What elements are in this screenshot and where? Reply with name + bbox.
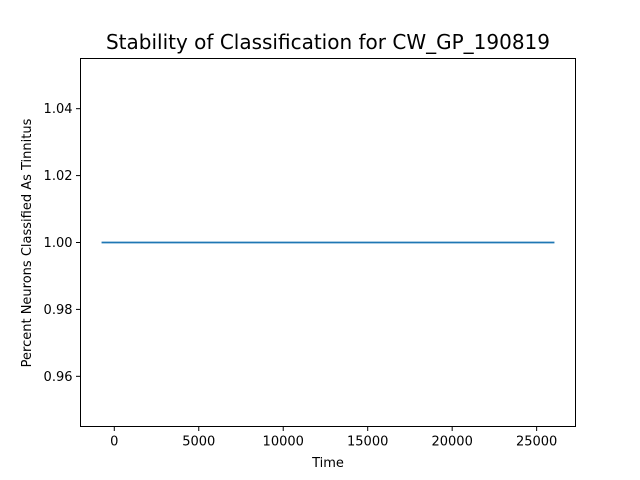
y-tick-label: 0.96 [44, 370, 73, 385]
x-tick-label: 25000 [516, 435, 557, 450]
y-axis-ticks: 0.96 0.98 1.00 1.02 1.04 [44, 102, 81, 385]
y-tick-label: 1.02 [44, 169, 73, 184]
x-tick-label: 5000 [182, 435, 215, 450]
x-axis-label: Time [311, 456, 344, 471]
y-tick-label: 1.00 [44, 236, 73, 251]
y-tick-label: 1.04 [44, 102, 73, 117]
y-tick-label: 0.98 [44, 303, 73, 318]
x-tick-label: 0 [110, 435, 118, 450]
chart-title: Stability of Classification for CW_GP_19… [106, 30, 550, 54]
x-tick-label: 10000 [263, 435, 304, 450]
x-axis-ticks: 0 5000 10000 15000 20000 25000 [110, 426, 557, 450]
x-tick-label: 15000 [347, 435, 388, 450]
x-tick-label: 20000 [431, 435, 472, 450]
y-axis-label: Percent Neurons Classified As Tinnitus [20, 118, 35, 367]
plot-frame [80, 58, 576, 427]
